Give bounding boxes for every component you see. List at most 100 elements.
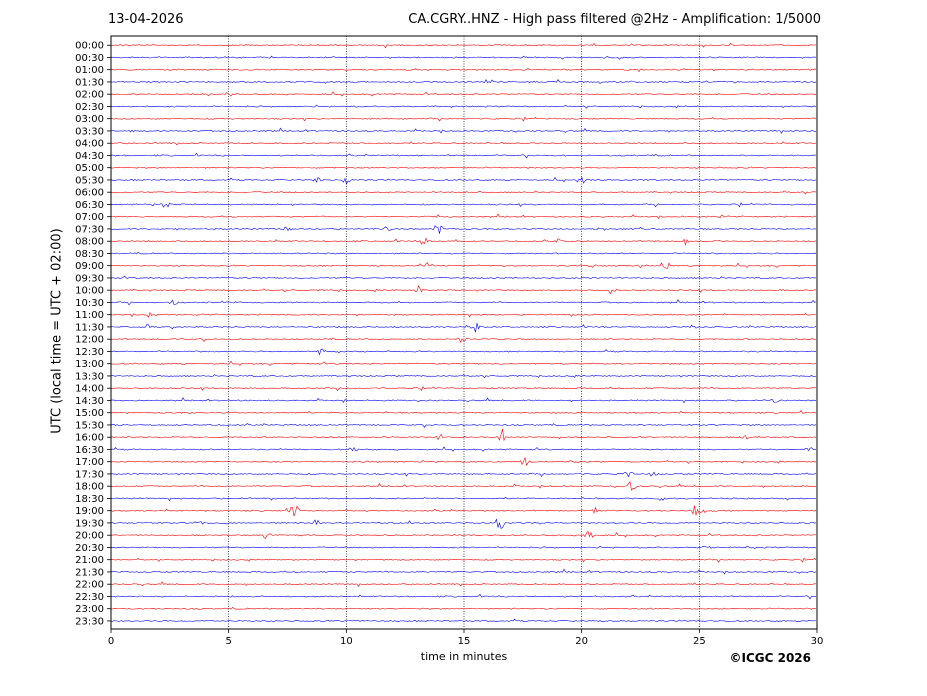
trace-row [110, 545, 817, 549]
y-tick-label: 11:00 [75, 310, 104, 321]
trace-row [110, 337, 817, 343]
y-tick-label: 14:00 [75, 384, 104, 395]
y-tick-label: 23:30 [75, 616, 104, 627]
y-tick-label: 06:00 [75, 188, 104, 199]
x-tick-label: 10 [340, 636, 353, 647]
y-tick-label: 08:30 [75, 249, 104, 260]
trace-row [110, 251, 817, 255]
trace-row [110, 237, 817, 247]
trace-row [110, 79, 817, 84]
y-tick-label: 09:00 [75, 261, 104, 272]
trace-row [110, 176, 817, 185]
y-tick-label: 08:00 [75, 237, 104, 248]
y-tick-label: 03:00 [75, 114, 104, 125]
x-tick-label: 25 [693, 636, 706, 647]
y-tick-label: 22:00 [75, 580, 104, 591]
y-tick-label: 18:30 [75, 494, 104, 505]
y-tick-label: 15:30 [75, 420, 104, 431]
trace-row [110, 42, 817, 49]
trace-row [110, 190, 817, 195]
copyright-label: ©ICGC 2026 [729, 651, 811, 665]
trace-row [110, 299, 817, 306]
y-tick-label: 02:30 [75, 102, 104, 113]
trace-row [110, 116, 817, 122]
y-tick-label: 17:00 [75, 457, 104, 468]
trace-row [110, 213, 817, 220]
trace-row [110, 360, 817, 367]
trace-row [110, 55, 817, 60]
y-tick-label: 03:30 [75, 126, 104, 137]
trace-row [110, 423, 817, 428]
trace-row [110, 91, 817, 97]
trace-row [110, 568, 817, 575]
trace-row [110, 607, 817, 610]
trace-row [110, 225, 817, 234]
y-axis-label: UTC (local time = UTC + 02:00) [49, 228, 65, 434]
y-tick-label: 13:30 [75, 371, 104, 382]
y-tick-label: 19:00 [75, 506, 104, 517]
trace-row [110, 285, 817, 295]
y-tick-label: 01:30 [75, 77, 104, 88]
trace-row [110, 322, 817, 333]
plot-frame [110, 35, 818, 630]
y-tick-label: 21:30 [75, 567, 104, 578]
trace-row [110, 481, 817, 491]
trace-row [110, 374, 817, 379]
trace-row [110, 152, 817, 159]
x-tick-label: 20 [575, 636, 588, 647]
trace-row [110, 275, 817, 280]
trace-row [110, 581, 817, 587]
y-tick-label: 13:00 [75, 359, 104, 370]
trace-row [110, 202, 817, 208]
x-tick-label: 30 [811, 636, 824, 647]
y-tick-label: 02:00 [75, 90, 104, 101]
y-tick-label: 22:30 [75, 592, 104, 603]
y-tick-label: 21:00 [75, 555, 104, 566]
trace-row [110, 348, 817, 356]
y-tick-label: 16:00 [75, 433, 104, 444]
trace-row [110, 530, 817, 539]
trace-row [110, 618, 817, 623]
y-tick-label: 23:00 [75, 604, 104, 615]
y-tick-label: 20:00 [75, 531, 104, 542]
y-tick-label: 12:30 [75, 347, 104, 358]
plot-title: CA.CGRY..HNZ - High pass filtered @2Hz -… [408, 12, 821, 27]
trace-row [110, 311, 817, 318]
plot-date: 13-04-2026 [108, 12, 184, 27]
trace-row [110, 68, 817, 73]
x-axis-label: time in minutes [420, 650, 508, 663]
y-tick-label: 16:30 [75, 445, 104, 456]
y-tick-label: 05:30 [75, 175, 104, 186]
y-tick-label: 18:00 [75, 482, 104, 493]
y-tick-label: 01:00 [75, 65, 104, 76]
trace-row [110, 471, 817, 478]
y-tick-label: 00:00 [75, 41, 104, 52]
trace-row [110, 446, 817, 452]
y-tick-label: 04:00 [75, 139, 104, 150]
y-tick-label: 05:00 [75, 163, 104, 174]
y-tick-label: 10:00 [75, 286, 104, 297]
y-tick-label: 15:00 [75, 408, 104, 419]
y-tick-label: 06:30 [75, 200, 104, 211]
trace-row [110, 104, 817, 109]
y-tick-label: 04:30 [75, 151, 104, 162]
trace-row [110, 385, 817, 392]
y-tick-label: 10:30 [75, 298, 104, 309]
trace-row [110, 557, 817, 563]
trace-row [110, 127, 817, 134]
y-tick-label: 12:00 [75, 335, 104, 346]
y-tick-label: 19:30 [75, 518, 104, 529]
trace-row [110, 518, 817, 529]
trace-row [110, 496, 817, 502]
trace-row [110, 593, 817, 600]
trace-row [110, 429, 817, 442]
x-tick-group: 0 5 10 15 20 25 30 [108, 629, 824, 647]
grid-group [228, 36, 700, 629]
y-tick-label: 07:30 [75, 224, 104, 235]
x-tick-label: 15 [458, 636, 471, 647]
trace-row [110, 262, 817, 269]
y-tick-label: 07:00 [75, 212, 104, 223]
trace-row [110, 505, 817, 517]
